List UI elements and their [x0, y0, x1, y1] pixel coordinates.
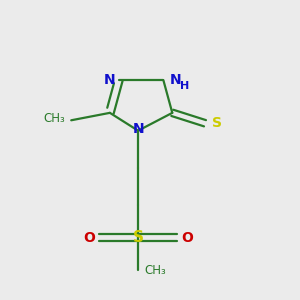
Text: S: S	[133, 230, 144, 245]
Text: N: N	[104, 73, 116, 87]
Text: N: N	[169, 73, 181, 87]
Text: N: N	[132, 122, 144, 136]
Text: CH₃: CH₃	[44, 112, 65, 125]
Text: CH₃: CH₃	[144, 264, 166, 277]
Text: S: S	[212, 116, 222, 130]
Text: O: O	[83, 231, 95, 245]
Text: H: H	[180, 81, 189, 91]
Text: O: O	[181, 231, 193, 245]
